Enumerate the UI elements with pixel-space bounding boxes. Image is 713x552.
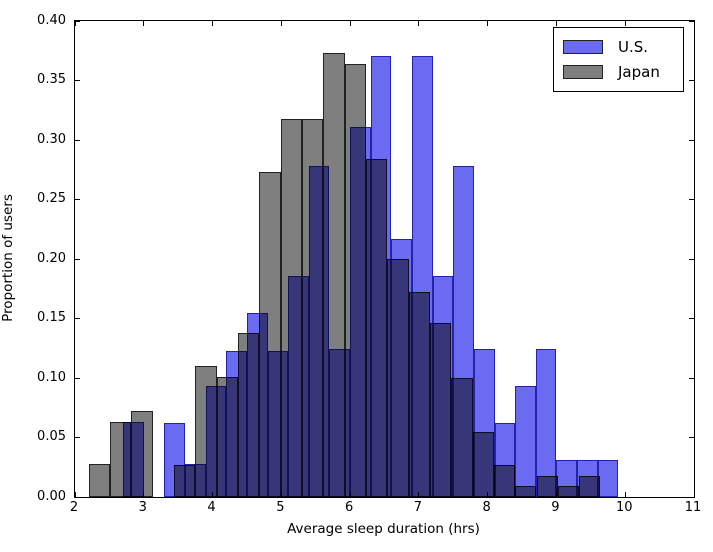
histogram-bar-us <box>432 275 454 497</box>
x-tick-label: 7 <box>413 500 423 515</box>
us-color-swatch <box>563 39 603 54</box>
histogram-bar-us <box>412 55 433 497</box>
histogram-bar-us <box>164 423 186 497</box>
tick-mark <box>689 20 694 22</box>
tick-mark <box>689 318 694 319</box>
tick-mark <box>693 21 695 26</box>
tick-mark <box>418 492 420 497</box>
y-tick-label: 0.30 <box>37 131 66 147</box>
x-axis-title: Average sleep duration (hrs) <box>287 521 480 537</box>
tick-mark <box>74 492 76 497</box>
histogram-bar-us <box>246 312 268 497</box>
legend-label-us: U.S. <box>618 37 649 56</box>
tick-mark <box>689 80 694 81</box>
tick-mark <box>624 21 626 26</box>
y-tick-label: 0.20 <box>37 250 66 266</box>
y-tick-label: 0.05 <box>37 429 66 444</box>
tick-mark <box>349 492 351 497</box>
tick-mark <box>689 139 694 141</box>
japan-color-swatch <box>563 65 603 80</box>
tick-mark <box>280 492 282 497</box>
histogram-bar-us <box>123 422 144 497</box>
tick-mark <box>75 139 80 141</box>
histogram-bar-us <box>453 166 474 497</box>
x-tick-label: 9 <box>551 500 560 515</box>
tick-mark <box>487 492 489 497</box>
histogram-bar-us <box>577 460 598 497</box>
tick-mark <box>143 21 145 26</box>
x-tick-label: 6 <box>344 500 354 515</box>
tick-mark <box>280 21 282 26</box>
x-tick-label: 5 <box>276 500 285 515</box>
histogram-bar-us <box>391 238 412 497</box>
legend-label-japan: Japan <box>618 63 660 82</box>
histogram-bar-us <box>205 386 227 497</box>
tick-mark <box>74 21 76 26</box>
histogram-bar-us <box>350 126 371 497</box>
tick-mark <box>555 21 557 26</box>
x-tick-label: 10 <box>615 500 633 515</box>
x-tick-label: 2 <box>69 500 79 515</box>
y-tick-label: 0.10 <box>37 369 66 385</box>
x-tick-label: 3 <box>138 500 147 515</box>
tick-mark <box>75 258 80 260</box>
tick-mark <box>75 80 80 81</box>
plot-area <box>74 20 695 498</box>
tick-mark <box>689 258 694 260</box>
tick-mark <box>75 496 80 498</box>
histogram-bar-us <box>329 349 351 497</box>
legend-row-japan: Japan <box>554 63 683 81</box>
histogram-bar-us <box>597 460 619 497</box>
legend: U.S. Japan <box>553 27 684 92</box>
y-tick-label: 0.25 <box>37 191 66 206</box>
tick-mark <box>75 437 80 438</box>
tick-mark <box>349 21 351 26</box>
tick-mark <box>693 492 695 497</box>
histogram-bar-us <box>185 463 206 497</box>
x-tick-label: 8 <box>482 500 491 515</box>
tick-mark <box>212 21 214 26</box>
tick-mark <box>143 492 145 497</box>
histogram-bar-us <box>556 460 578 497</box>
histogram-bar-us <box>370 55 392 497</box>
tick-mark <box>689 496 694 498</box>
tick-mark <box>689 437 694 438</box>
y-axis-title: Proportion of users <box>0 194 16 322</box>
histogram-bar-us <box>226 350 247 497</box>
y-tick-label: 0.40 <box>37 12 66 28</box>
tick-mark <box>624 492 626 497</box>
histogram-bar-us <box>515 386 536 497</box>
tick-mark <box>555 492 557 497</box>
y-tick-label: 0.15 <box>37 310 66 325</box>
x-tick-label: 11 <box>684 500 702 515</box>
tick-mark <box>487 21 489 26</box>
x-tick-label: 4 <box>207 500 216 515</box>
tick-mark <box>418 21 420 26</box>
tick-mark <box>75 20 80 22</box>
tick-mark <box>75 318 80 319</box>
y-tick-label: 0.35 <box>37 72 66 87</box>
histogram-bar-us <box>308 166 330 497</box>
tick-mark <box>689 199 694 200</box>
histogram-bar-us <box>473 349 495 497</box>
legend-row-us: U.S. <box>554 38 683 56</box>
tick-mark <box>75 377 80 379</box>
histogram-bar-us <box>267 350 289 497</box>
tick-mark <box>689 377 694 379</box>
tick-mark <box>212 492 214 497</box>
y-tick-label: 0.00 <box>37 488 66 504</box>
histogram-bar-us <box>535 349 557 497</box>
histogram-bar-japan <box>88 463 111 497</box>
histogram-bar-us <box>288 275 309 497</box>
histogram-bar-us <box>494 423 516 497</box>
tick-mark <box>75 199 80 200</box>
